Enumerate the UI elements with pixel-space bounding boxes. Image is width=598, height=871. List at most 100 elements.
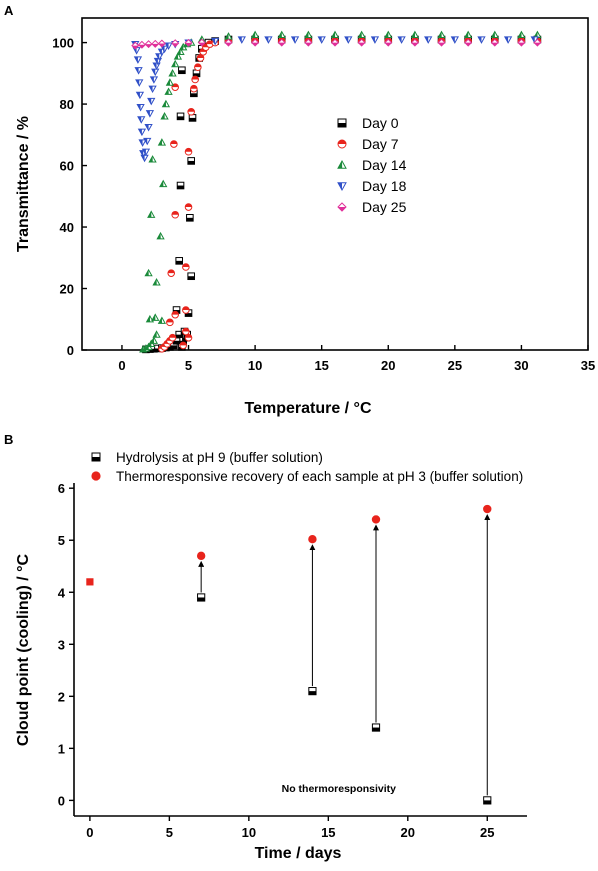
a-day-18-point-2-fill (134, 56, 138, 63)
a-day-14-point-13-fill (159, 180, 164, 187)
b-legend-label-1: Thermoresponsive recovery of each sample… (116, 469, 523, 484)
a-day-18-point-35 (397, 36, 406, 44)
a-day-0-point-26-fill (193, 73, 200, 77)
a-day-0-point-17 (175, 257, 184, 265)
a-day-14-point-8-fill (158, 317, 163, 324)
a-day-18-point-17-fill (149, 86, 153, 93)
a-day-0-point-17-fill (175, 260, 183, 265)
a-day-14-point-17 (161, 99, 171, 108)
a-day-18-point-31 (290, 36, 300, 44)
a-day-14-point-4 (149, 336, 159, 344)
a-day-7-point-9 (182, 327, 190, 336)
a-day-7-point-13-fill (171, 211, 179, 215)
a-day-18-point-11 (140, 154, 149, 163)
b-initial-point-0-shape (86, 578, 94, 586)
b-y-tick-label-5: 5 (58, 533, 65, 548)
a-day-25-point-4-fill (158, 43, 166, 47)
a-x-tick-label-4: 20 (381, 358, 395, 373)
a-day-14-point-24-fill (179, 43, 184, 50)
a-day-18-point-11-fill (141, 155, 145, 162)
a-day-14-point-28-fill (225, 33, 229, 40)
a-day-14-point-31-fill (305, 31, 309, 38)
a-day-0-point-24-fill (178, 70, 186, 74)
a-day-18-point-25-fill (165, 43, 169, 49)
a-day-0-point-23-fill (189, 117, 196, 122)
panel-a-letter: A (4, 3, 14, 18)
a-legend-label-day-14: Day 14 (362, 157, 407, 173)
a-x-tick-label-7: 35 (581, 358, 595, 373)
b-y-tick-label-0: 0 (58, 793, 65, 808)
a-day-18-point-28-fill (211, 38, 216, 45)
a-day-7-point-15 (170, 140, 178, 148)
a-day-7-point-22-fill (197, 54, 204, 58)
a-day-18-point-23-fill (158, 49, 162, 56)
a-day-7-point-19-fill (190, 85, 198, 89)
a-day-25-point-10 (277, 38, 286, 47)
panel-a-points (131, 30, 542, 354)
a-day-14-point-20-fill (169, 70, 173, 76)
b-y-tick-label-1: 1 (58, 741, 65, 756)
a-legend-marker-day-0-fill (338, 123, 346, 127)
a-day-25-point-20-fill (534, 42, 541, 46)
a-y-tick-label-2: 40 (60, 220, 74, 235)
a-day-25-point-12-fill (331, 42, 339, 46)
a-day-7-point-15-fill (170, 140, 178, 145)
a-day-0-point-15-fill (185, 313, 192, 317)
a-day-18-point-40-fill (531, 36, 535, 43)
a-series-day-25 (131, 38, 542, 50)
a-day-0-point-21 (187, 157, 195, 165)
a-day-18-point-14 (144, 123, 153, 132)
a-day-14-point-15 (157, 138, 167, 146)
a-day-18-point-8 (137, 128, 147, 137)
a-day-25-point-6 (184, 38, 193, 47)
a-day-18-point-30 (264, 36, 273, 44)
a-day-14-point-30-fill (278, 31, 282, 38)
a-day-14-point-39 (517, 30, 526, 39)
a-day-14-point-29-fill (251, 31, 256, 38)
a-day-7-point-8 (179, 341, 187, 350)
a-day-14-point-18-fill (165, 88, 169, 95)
a-day-18-point-5-fill (136, 92, 140, 99)
a-legend-marker-day-14 (337, 159, 347, 169)
a-day-18-point-36-fill (424, 36, 429, 43)
a-x-tick-label-0: 0 (118, 358, 125, 373)
b-hydrolysis-at-ph-9-buffe-point-0 (197, 593, 206, 602)
a-day-18-point-38-fill (478, 36, 482, 43)
a-legend-marker-day-0 (337, 118, 347, 128)
b-legend-marker-1-shape (91, 471, 101, 481)
panel-a-plot-frame (81, 17, 589, 351)
a-day-14-point-12-fill (147, 211, 152, 218)
a-day-14-point-9-fill (157, 232, 161, 239)
a-day-18-point-29-fill (238, 36, 242, 43)
a-day-7-point-22 (196, 54, 205, 62)
a-day-25-point-18 (490, 38, 499, 47)
a-day-7-point-20-fill (191, 76, 199, 80)
b-legend-marker-1 (91, 471, 101, 481)
a-day-14-point-17-fill (162, 100, 167, 107)
a-y-tick-label-3: 60 (60, 159, 74, 174)
b-y-tick-label-6: 6 (58, 481, 65, 496)
a-day-18-point-33-fill (345, 36, 349, 43)
a-day-7-point-16 (184, 147, 193, 156)
a-day-14-point-39-fill (518, 31, 522, 38)
a-day-7-point-6 (171, 310, 180, 319)
a-day-18-point-15 (145, 110, 155, 118)
a-day-18-point-15-fill (146, 110, 150, 117)
b-initial-point-0 (86, 578, 94, 586)
a-day-7-point-13 (171, 210, 180, 219)
a-day-18-point-7-fill (137, 116, 142, 123)
a-day-25-point-19 (517, 38, 526, 47)
a-x-tick-label-6: 30 (514, 358, 528, 373)
a-day-18-point-19 (151, 68, 160, 77)
a-day-7-point-10 (184, 333, 193, 342)
a-day-7-point-21 (194, 63, 202, 71)
a-day-18-point-39 (503, 36, 513, 44)
panel-b: B 0 5 10 15 20 25 0 1 2 3 4 5 6 Hydrolysis at pH 9 (… (4, 432, 527, 862)
panel-b-y-axis-title: Cloud point (cooling) / °C (15, 553, 32, 746)
b-thermoresponsive-recover-point-0-shape (196, 551, 206, 561)
a-day-25-point-13-fill (358, 42, 365, 46)
a-legend-marker-day-7 (337, 139, 347, 149)
a-day-14-point-18 (164, 87, 173, 95)
a-day-7-point-19 (190, 84, 198, 93)
